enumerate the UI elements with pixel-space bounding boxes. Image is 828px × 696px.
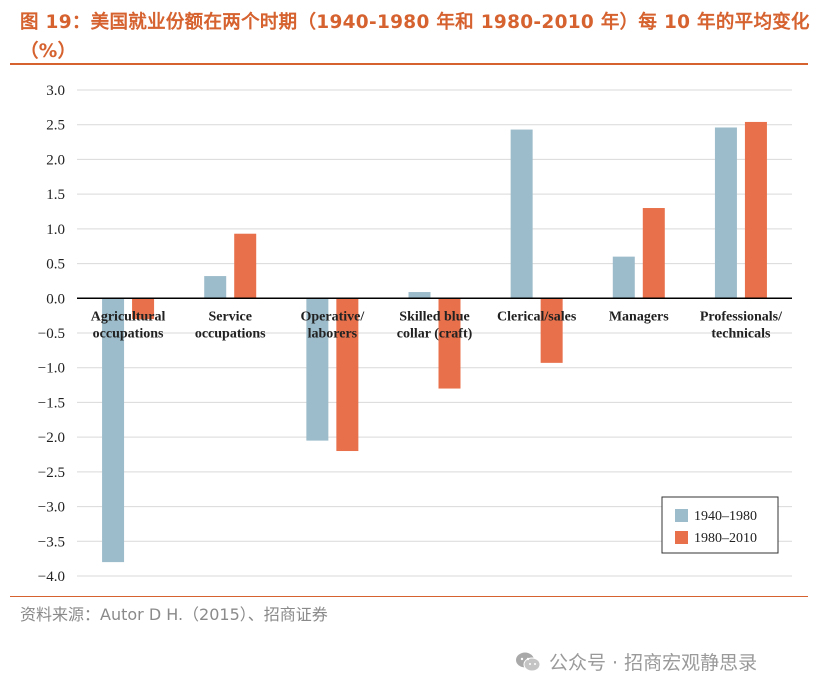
category-label: laborers [308,326,358,341]
bar-series1 [510,129,533,299]
y-tick-label: 0.5 [46,257,65,273]
y-tick-label: 1.0 [46,222,65,238]
source-note: 资料来源：Autor D H.（2015）、招商证券 [20,605,328,624]
wechat-icon [516,652,541,671]
bar-series2 [744,121,767,299]
y-tick-label: 0.0 [46,291,65,307]
source-divider [10,596,808,597]
bar-series1 [612,256,635,299]
y-tick-label: 1.5 [46,187,65,203]
category-label: Professionals/ [700,309,783,324]
figure-title: 图 19：美国就业份额在两个时期（1940-1980 年和 1980-2010 … [20,12,810,62]
bar-series1 [306,298,329,441]
bar-series1 [408,292,431,299]
bar-series2 [642,208,665,299]
bar-series2 [234,233,257,299]
legend-label: 1980–2010 [694,531,757,546]
y-tick-label: −2.5 [38,465,65,481]
category-label: Agricultural [91,309,166,324]
category-label: Managers [609,309,669,324]
bar-series1 [714,127,737,299]
footer-watermark: 公众号 · 招商宏观静思录 [515,648,757,675]
y-tick-label: 2.5 [46,118,65,134]
y-tick-label: 3.0 [46,83,65,99]
category-label: Skilled blue [399,309,469,324]
y-tick-label: −1.0 [38,361,65,377]
category-label: Operative/ [300,309,365,324]
bar-series2 [438,298,461,389]
y-tick-label: −4.0 [38,569,65,585]
y-tick-label: 2.0 [46,152,65,168]
category-label: occupations [195,326,266,341]
title-divider [10,63,808,65]
legend-label: 1940–1980 [694,509,757,524]
bar-series2 [540,298,563,363]
category-label: occupations [93,326,164,341]
category-label: collar (craft) [397,326,473,341]
category-label: technicals [711,326,771,341]
legend-swatch [675,509,688,522]
legend-swatch [675,531,688,544]
y-tick-label: −0.5 [38,326,65,342]
bar-series2 [336,298,359,452]
y-tick-label: −1.5 [38,395,65,411]
footer-text: 公众号 · 招商宏观静思录 [549,652,758,674]
bar-series2 [132,298,155,320]
category-label: Clerical/sales [497,309,577,324]
y-tick-label: −3.5 [38,534,65,550]
bar-series1 [102,298,125,563]
category-label: Service [208,309,252,324]
y-tick-label: −3.0 [38,500,65,516]
bar-chart: 3.0 2.5 2.0 1.5 1.0 0.5 0.0 −0.5 −1.0 −1.5 −2.0 −2.… [38,83,792,585]
y-tick-label: −2.0 [38,430,65,446]
bar-series1 [204,276,227,299]
